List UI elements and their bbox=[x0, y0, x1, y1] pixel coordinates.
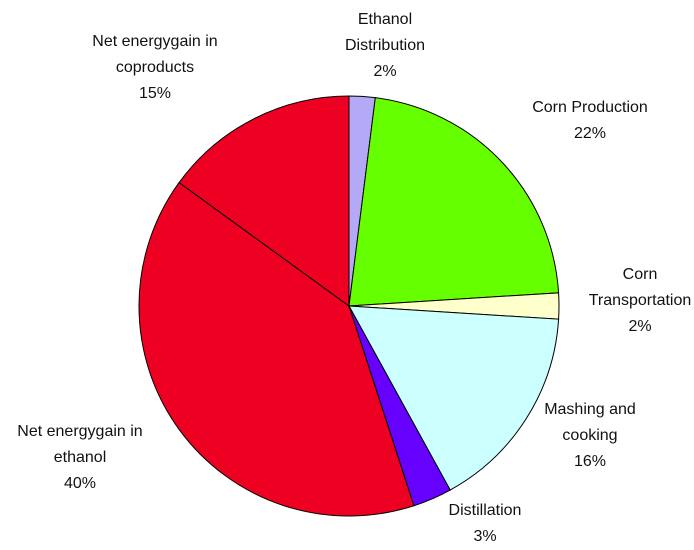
pie-slice bbox=[178, 95, 350, 307]
slice-percent: 2% bbox=[373, 63, 396, 80]
slice-label: Net energygain in ethanol bbox=[17, 423, 142, 466]
slice-label: Net energygain in coproducts bbox=[92, 33, 217, 76]
pie-slice bbox=[348, 305, 560, 491]
slice-label: Mashing and cooking bbox=[544, 401, 636, 444]
slice-percent: 16% bbox=[574, 453, 606, 470]
pie-slice bbox=[348, 97, 560, 307]
slice-percent: 3% bbox=[473, 528, 496, 545]
slice-label: Ethanol Distribution bbox=[345, 11, 425, 54]
slice-label: Corn Production bbox=[532, 99, 648, 116]
slice-percent: 40% bbox=[64, 475, 96, 492]
slice-percent: 15% bbox=[139, 85, 171, 102]
slice-label: Corn Transportation bbox=[589, 266, 692, 309]
slice-percent: 22% bbox=[574, 125, 606, 142]
pie-slice bbox=[138, 181, 415, 517]
slice-label: Distillation bbox=[449, 502, 522, 519]
slice-percent: 2% bbox=[628, 318, 651, 335]
